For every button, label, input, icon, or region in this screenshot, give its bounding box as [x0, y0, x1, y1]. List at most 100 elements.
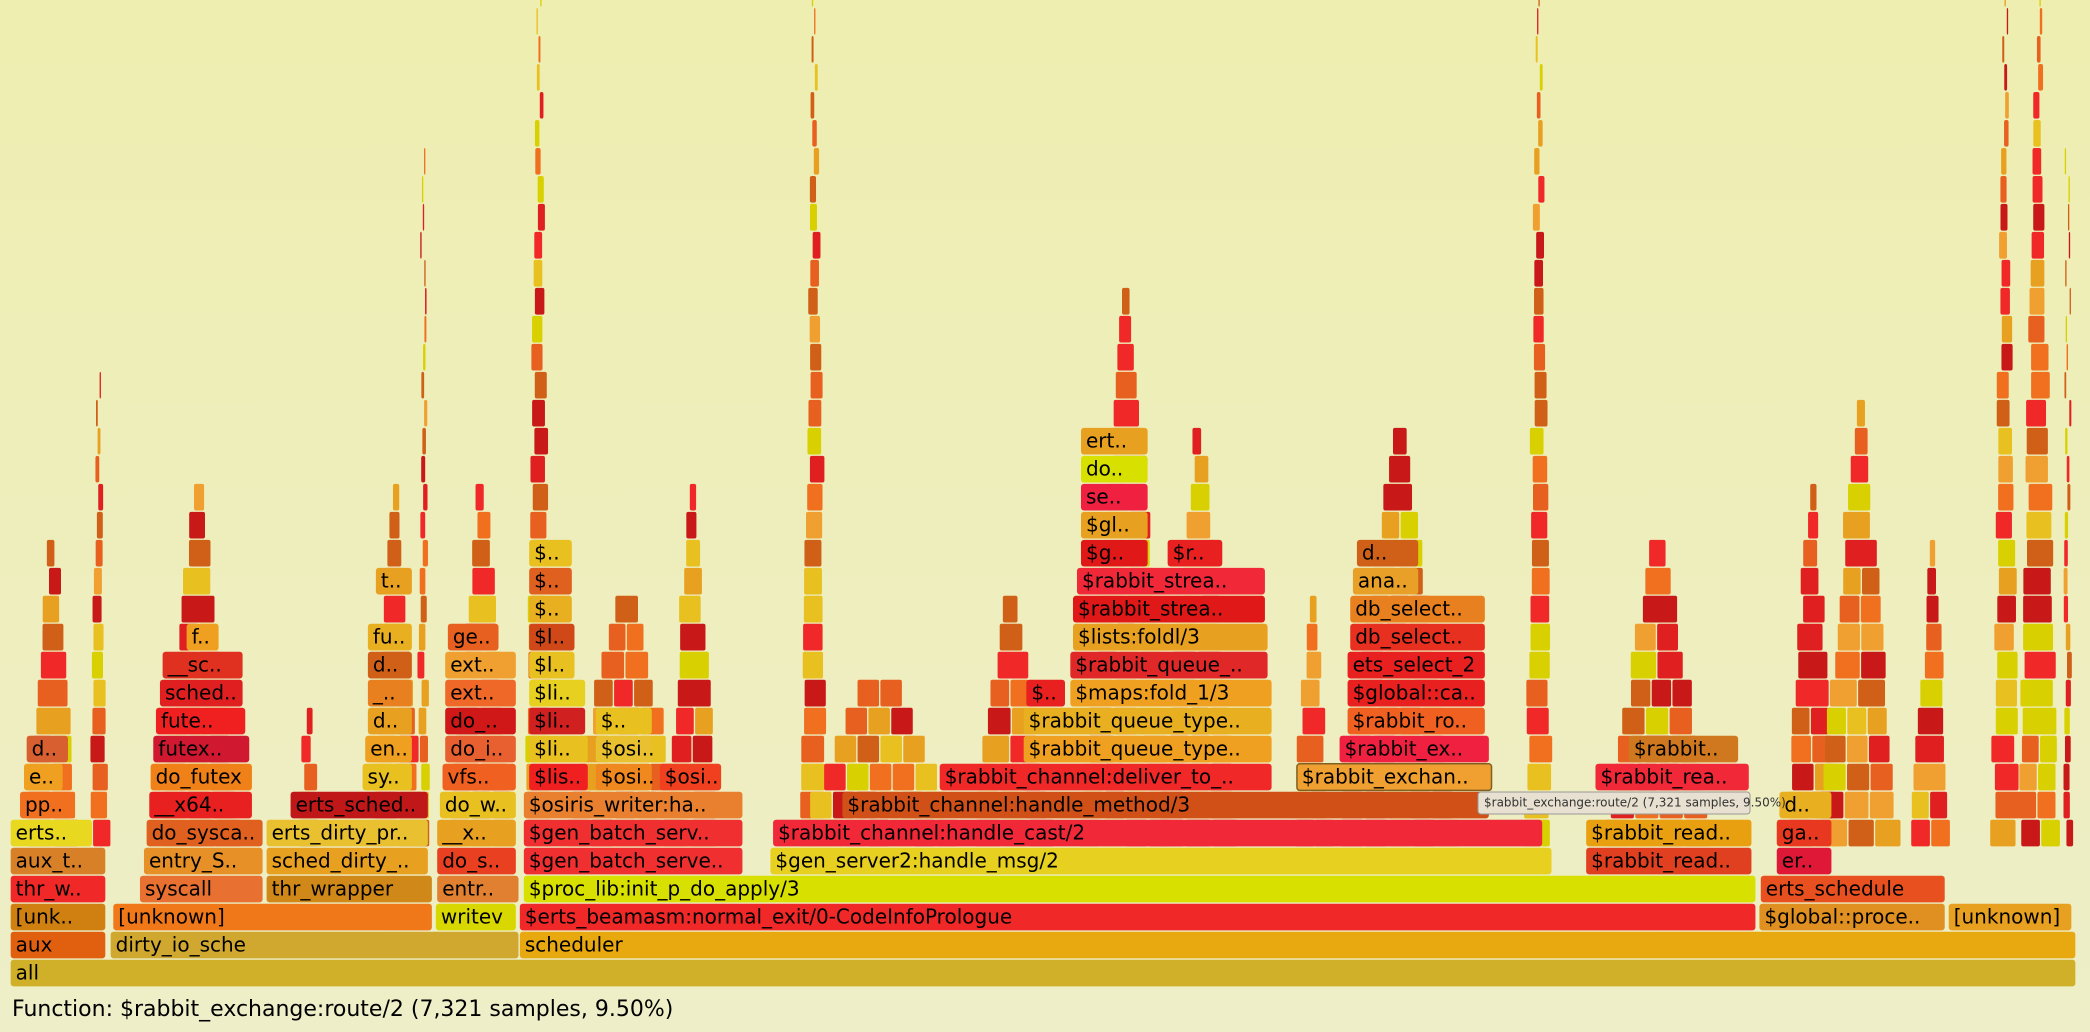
frame[interactable]: ext.. — [445, 651, 516, 679]
frame[interactable]: do_.. — [445, 707, 516, 735]
frame[interactable]: __x64.. — [149, 791, 252, 819]
frame[interactable]: $li.. — [529, 735, 588, 763]
frame[interactable]: $rabbit_queue_type.. — [1023, 735, 1272, 763]
frame[interactable]: sched_dirty_.. — [266, 847, 428, 875]
frame[interactable]: $rabbit_channel:deliver_to_.. — [939, 763, 1272, 791]
frame[interactable]: pp.. — [19, 791, 72, 819]
frame[interactable]: sy.. — [362, 763, 412, 791]
frame[interactable]: $rabbit.. — [1628, 735, 1739, 763]
frame[interactable]: vfs.. — [442, 763, 516, 791]
frame[interactable]: futex.. — [153, 735, 250, 763]
frame[interactable]: $l.. — [529, 651, 575, 679]
frame[interactable]: er.. — [1776, 847, 1832, 875]
frame[interactable]: do_futex — [150, 763, 252, 791]
frame[interactable]: $rabbit_ex.. — [1339, 735, 1489, 763]
frame[interactable]: thr_w.. — [10, 875, 106, 903]
frame[interactable]: $global::ca.. — [1347, 679, 1485, 707]
frame[interactable]: $gen_server2:handle_msg/2 — [770, 847, 1552, 875]
frame[interactable]: $rabbit_exchan.. — [1296, 763, 1493, 792]
frame[interactable]: $maps:fold_1/3 — [1070, 679, 1272, 707]
frame[interactable]: $lis.. — [529, 763, 588, 791]
frame[interactable]: aux — [10, 931, 106, 959]
frame[interactable]: do_s.. — [437, 847, 516, 875]
frame[interactable]: $osi.. — [595, 735, 655, 763]
frame[interactable]: fute.. — [155, 707, 246, 735]
frame[interactable]: ge.. — [447, 623, 499, 651]
frame[interactable]: $rabbit_strea.. — [1076, 567, 1265, 595]
frame[interactable]: erts_schedule — [1760, 875, 1945, 903]
frame[interactable]: ana.. — [1352, 567, 1419, 595]
frame-box — [1339, 735, 1489, 763]
frame[interactable]: [unknown] — [113, 903, 432, 931]
frame[interactable]: dirty_io_sche — [110, 931, 519, 959]
frame[interactable]: erts.. — [10, 819, 92, 847]
frame[interactable]: db_select.. — [1350, 595, 1485, 623]
frame[interactable]: $osiris_writer:ha.. — [523, 791, 743, 819]
frame[interactable]: ert.. — [1080, 427, 1148, 455]
frame[interactable]: __x.. — [437, 819, 516, 847]
frame[interactable]: do_sysca.. — [146, 819, 263, 847]
frame[interactable]: syscall — [139, 875, 263, 903]
frame[interactable]: $.. — [1026, 679, 1065, 707]
frame[interactable]: __sc.. — [162, 651, 243, 679]
frame[interactable]: d.. — [1779, 791, 1832, 819]
frame[interactable]: $r.. — [1167, 539, 1223, 567]
frame[interactable]: $l.. — [529, 623, 575, 651]
frame[interactable]: $gl.. — [1080, 511, 1148, 539]
frame[interactable]: d.. — [367, 707, 412, 735]
frame[interactable]: $li.. — [529, 679, 586, 707]
frame[interactable]: _.. — [367, 679, 412, 707]
frame[interactable]: [unk.. — [10, 903, 106, 931]
frame[interactable]: erts_sched.. — [290, 791, 428, 819]
frame[interactable]: thr_wrapper — [266, 875, 432, 903]
frame[interactable]: $rabbit_channel:handle_cast/2 — [773, 819, 1543, 847]
frame[interactable]: $rabbit_strea.. — [1072, 595, 1265, 623]
frame[interactable]: $.. — [529, 567, 572, 595]
frame[interactable]: $erts_beamasm:normal_exit/0-CodeInfoProl… — [519, 903, 1756, 931]
frame[interactable]: $rabbit_queue_.. — [1070, 651, 1268, 679]
frame[interactable]: $osi.. — [595, 763, 655, 791]
frame[interactable]: en.. — [365, 735, 412, 763]
frame[interactable]: $rabbit_ro.. — [1347, 707, 1485, 735]
frame[interactable]: $rabbit_read.. — [1586, 819, 1752, 847]
frame[interactable]: d.. — [367, 651, 412, 679]
frame[interactable]: ga.. — [1776, 819, 1832, 847]
frame[interactable]: e.. — [23, 763, 63, 791]
frame[interactable]: $rabbit_channel:handle_method/3 — [842, 791, 1489, 819]
frame[interactable]: f.. — [186, 623, 219, 651]
frame[interactable]: t.. — [375, 567, 412, 595]
frame[interactable]: fu.. — [367, 623, 412, 651]
frame[interactable]: $g.. — [1080, 539, 1148, 567]
frame[interactable]: $li.. — [529, 707, 586, 735]
frame[interactable]: sched.. — [159, 679, 243, 707]
frame[interactable]: $gen_batch_serve.. — [523, 847, 743, 875]
frame[interactable]: $rabbit_rea.. — [1595, 763, 1749, 791]
frame[interactable]: $.. — [529, 539, 572, 567]
frame[interactable]: $gen_batch_serv.. — [523, 819, 743, 847]
frame[interactable]: d.. — [26, 735, 68, 763]
frame[interactable]: entr.. — [437, 875, 519, 903]
frame[interactable]: ext.. — [445, 679, 516, 707]
frame[interactable]: $osi.. — [659, 763, 722, 791]
frame[interactable]: erts_dirty_pr.. — [266, 819, 428, 847]
frame[interactable]: scheduler — [519, 931, 2076, 959]
frame[interactable]: $proc_lib:init_p_do_apply/3 — [523, 875, 1756, 903]
frame[interactable]: aux_t.. — [10, 847, 106, 875]
frame[interactable]: $rabbit_queue_type.. — [1023, 707, 1272, 735]
frame[interactable]: all — [10, 959, 2076, 987]
frame[interactable]: ets_select_2 — [1347, 651, 1485, 679]
frame[interactable]: do_w.. — [439, 791, 516, 819]
frame[interactable]: d.. — [1356, 539, 1419, 567]
frame[interactable]: do.. — [1080, 455, 1148, 483]
frame[interactable]: db_select.. — [1350, 623, 1485, 651]
frame[interactable]: writev — [435, 903, 516, 931]
frame[interactable]: $rabbit_read.. — [1586, 847, 1752, 875]
frame[interactable]: $global::proce.. — [1759, 903, 1945, 931]
frame[interactable]: $lists:foldl/3 — [1072, 623, 1268, 651]
frame[interactable]: $.. — [529, 595, 572, 623]
frame[interactable]: do_i.. — [445, 735, 516, 763]
frame[interactable]: [unknown] — [1948, 903, 2072, 931]
frame[interactable]: $.. — [595, 707, 652, 735]
frame[interactable]: se.. — [1080, 483, 1148, 511]
frame[interactable]: entry_S.. — [143, 847, 263, 875]
